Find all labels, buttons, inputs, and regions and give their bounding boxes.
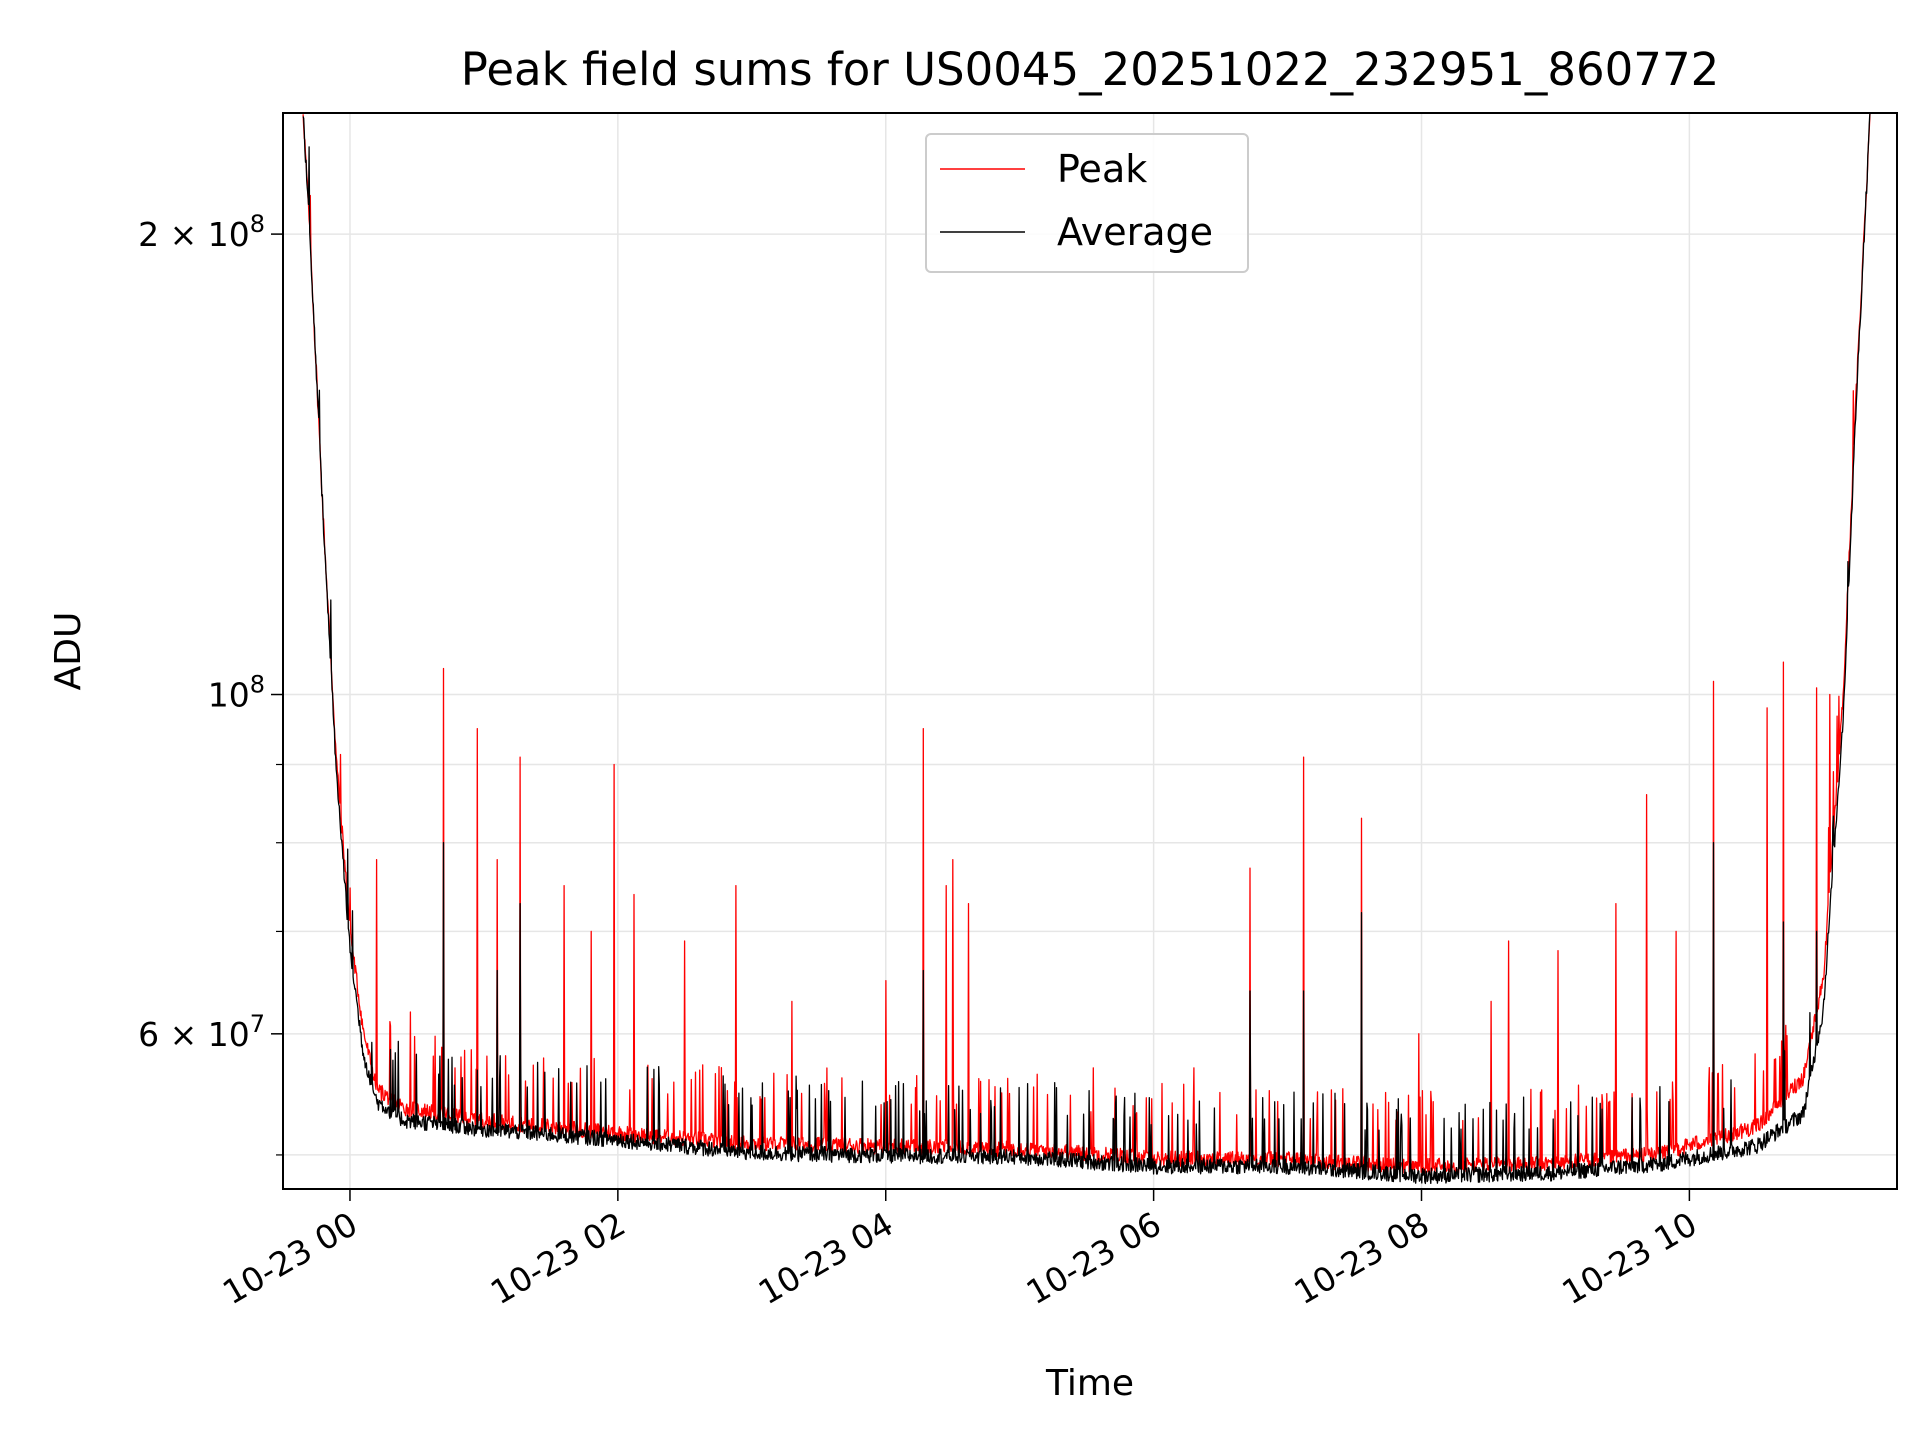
y-tick-label: 108: [208, 671, 265, 715]
grid: [283, 113, 1897, 1189]
y-tick-label: 2 × 108: [138, 210, 265, 254]
x-tick-label: 10-23 10: [1555, 1204, 1703, 1312]
x-tick-label: 10-23 00: [216, 1204, 364, 1312]
series-line-average: [302, 113, 1871, 1185]
y-axis: 6 × 107 108 2 × 108: [138, 210, 283, 1156]
legend-peak-label: Peak: [1057, 147, 1147, 191]
plot-frame: [282, 112, 1898, 1190]
y-axis-label: ADU: [48, 612, 89, 691]
x-axis: 10-23 00 10-23 02 10-23 04 10-23 06 10-23 08…: [216, 1189, 1703, 1312]
legend-average-label: Average: [1057, 210, 1213, 254]
x-tick-label: 10-23 02: [484, 1204, 632, 1312]
x-tick-label: 10-23 06: [1020, 1204, 1168, 1312]
y-tick-label: 6 × 107: [138, 1010, 265, 1054]
legend: Peak Average: [925, 133, 1249, 273]
x-tick-label: 10-23 04: [752, 1204, 900, 1312]
x-axis-label: Time: [1045, 1363, 1134, 1404]
series-line-peak: [302, 113, 1871, 1174]
x-tick-label: 10-23 08: [1288, 1204, 1436, 1312]
series-layer: [302, 113, 1871, 1185]
chart-title: Peak field sums for US0045_20251022_2329…: [461, 43, 1719, 96]
